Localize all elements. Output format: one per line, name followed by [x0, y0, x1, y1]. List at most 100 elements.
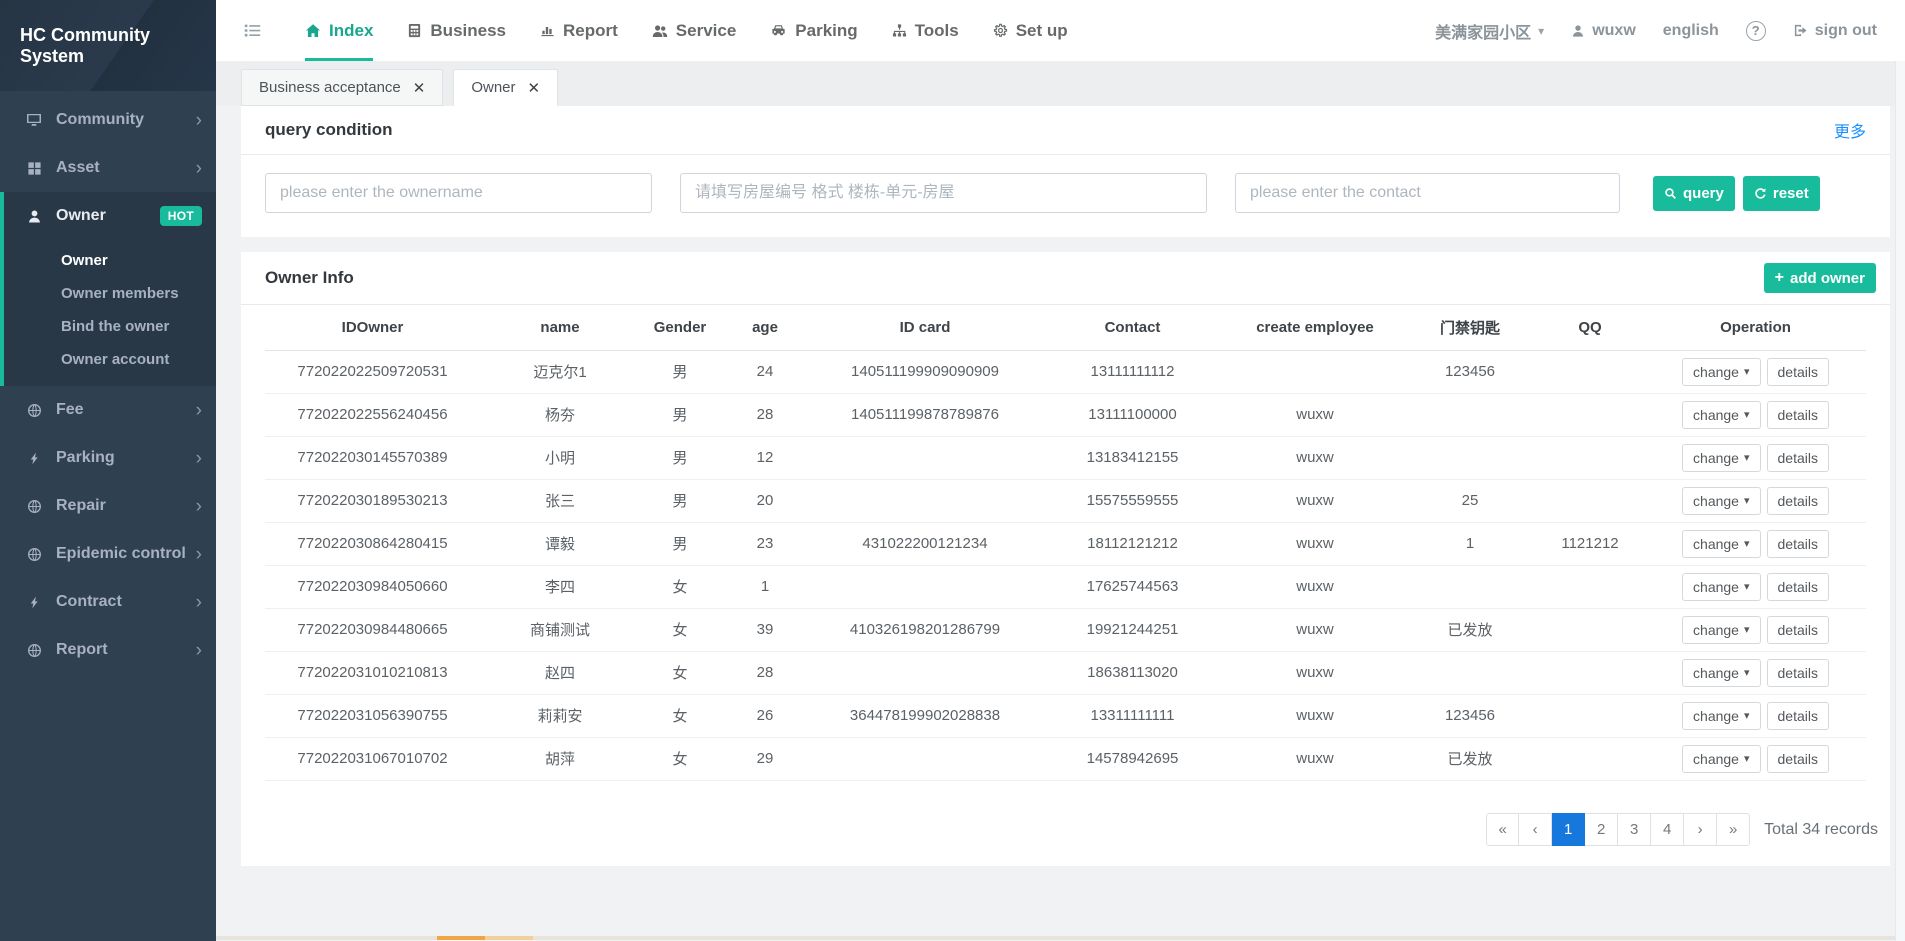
change-button[interactable]: change ▾ — [1682, 529, 1761, 558]
add-owner-label: add owner — [1789, 269, 1865, 287]
more-link[interactable]: 更多 — [1833, 124, 1866, 141]
details-button[interactable]: details — [1766, 572, 1829, 601]
sidebar-item-repair[interactable]: Repair › — [0, 482, 216, 530]
caret-down-icon: ▾ — [1743, 753, 1750, 765]
details-button[interactable]: details — [1766, 486, 1829, 515]
change-button[interactable]: change ▾ — [1682, 443, 1761, 472]
first-page-button[interactable]: « — [1486, 813, 1520, 846]
cell-operation: change ▾ details — [1645, 694, 1866, 738]
owner-table: IDOwner name Gender age ID card Contact create… — [265, 305, 1866, 781]
tab-business-acceptance[interactable]: Business acceptance ✕ — [241, 69, 444, 106]
details-button[interactable]: details — [1766, 744, 1829, 773]
cell-id-card: 140511199909090909 — [810, 350, 1040, 394]
ownername-input[interactable] — [265, 173, 652, 213]
topnav-item-label: Business — [430, 20, 506, 40]
last-page-button[interactable]: » — [1717, 813, 1751, 846]
user-menu[interactable]: wuxw — [1571, 22, 1636, 40]
details-button[interactable]: details — [1766, 400, 1829, 429]
sidebar-item-owner[interactable]: Owner HOT — [4, 192, 216, 240]
cell-id-card: 140511199878789876 — [810, 393, 1040, 437]
sidebar-item-epidemic-control[interactable]: Epidemic control › — [0, 530, 216, 578]
cell-name: 赵四 — [480, 651, 640, 695]
cell-qq — [1535, 479, 1645, 523]
change-button[interactable]: change ▾ — [1682, 357, 1761, 386]
topnav-item-business[interactable]: Business — [407, 0, 506, 61]
topnav-item-label: Index — [329, 20, 374, 40]
tab-close-icon[interactable]: ✕ — [412, 79, 426, 97]
change-button[interactable]: change ▾ — [1682, 400, 1761, 429]
column-header-door-key: 门禁钥匙 — [1405, 305, 1535, 351]
next-page-button[interactable]: › — [1684, 813, 1718, 846]
cell-door-key: 已发放 — [1405, 608, 1535, 652]
change-button[interactable]: change ▾ — [1682, 615, 1761, 644]
cell-idowner: 772022030189530213 — [265, 479, 480, 523]
sidebar-item-asset[interactable]: Asset › — [0, 144, 216, 192]
cell-contact: 19921244251 — [1040, 608, 1225, 652]
details-button[interactable]: details — [1766, 529, 1829, 558]
sidebar-item-fee[interactable]: Fee › — [0, 386, 216, 434]
globe-icon — [22, 499, 46, 514]
column-header-idowner: IDOwner — [265, 305, 480, 351]
query-button[interactable]: query — [1653, 175, 1735, 211]
change-button[interactable]: change ▾ — [1682, 744, 1761, 773]
horizontal-scrollbar-thumb[interactable] — [437, 936, 533, 940]
table-row: 772022031067010702 胡萍女 29 14578942695 wuxw 已发… — [265, 737, 1866, 781]
cell-create-employee: wuxw — [1225, 608, 1405, 652]
sidebar-item-contract[interactable]: Contract › — [0, 578, 216, 626]
signout-button[interactable]: sign out — [1793, 22, 1877, 40]
vertical-scrollbar[interactable] — [1895, 61, 1905, 941]
page-4-button[interactable]: 4 — [1651, 813, 1685, 846]
sidebar-group-fee: Fee › — [0, 386, 216, 434]
sidebar-item-community[interactable]: Community › — [0, 96, 216, 144]
sidebar-submenu: Owner Owner members Bind the owner Owner ac… — [4, 240, 216, 386]
page-1-button[interactable]: 1 — [1552, 813, 1586, 846]
change-button[interactable]: change ▾ — [1682, 658, 1761, 687]
topnav-item-tools[interactable]: Tools — [892, 0, 959, 61]
table-row: 772022031056390755 莉莉安女 26 3644781999020288… — [265, 694, 1866, 738]
prev-page-button[interactable]: ‹ — [1519, 813, 1553, 846]
details-button[interactable]: details — [1766, 701, 1829, 730]
tab-close-icon[interactable]: ✕ — [527, 79, 541, 97]
page-3-button[interactable]: 3 — [1618, 813, 1652, 846]
change-button[interactable]: change ▾ — [1682, 572, 1761, 601]
community-selector[interactable]: 美满家园小区 ▾ — [1435, 19, 1544, 43]
topnav-item-report[interactable]: Report — [540, 0, 618, 61]
sidebar-subitem-owner-account[interactable]: Owner account — [61, 351, 170, 368]
change-button[interactable]: change ▾ — [1682, 701, 1761, 730]
horizontal-scrollbar[interactable] — [216, 936, 1895, 940]
sidebar-item-report[interactable]: Report › — [0, 626, 216, 674]
topnav-item-parking[interactable]: Parking — [770, 0, 858, 61]
cell-idowner: 772022030984480665 — [265, 608, 480, 652]
contact-input[interactable] — [1235, 173, 1620, 213]
sidebar-item-parking[interactable]: Parking › — [0, 434, 216, 482]
signout-label: sign out — [1814, 21, 1877, 39]
house-number-input[interactable] — [680, 173, 1207, 213]
sidebar-group-epidemic-control: Epidemic control › — [0, 530, 216, 578]
sidebar-subitem-owner-members[interactable]: Owner members — [61, 285, 179, 302]
topnav-item-index[interactable]: Index — [305, 0, 374, 61]
sidebar-subitem-bind-the-owner[interactable]: Bind the owner — [61, 318, 170, 335]
cell-create-employee: wuxw — [1225, 694, 1405, 738]
reset-button[interactable]: reset — [1742, 175, 1820, 211]
cell-create-employee: wuxw — [1225, 651, 1405, 695]
owner-table-wrapper: IDOwner name Gender age ID card Contact create… — [241, 305, 1890, 781]
topnav-item-service[interactable]: Service — [652, 0, 736, 61]
cell-qq — [1535, 350, 1645, 394]
details-button[interactable]: details — [1766, 615, 1829, 644]
tab-owner[interactable]: Owner ✕ — [453, 69, 559, 106]
page-2-button[interactable]: 2 — [1585, 813, 1619, 846]
change-button[interactable]: change ▾ — [1682, 486, 1761, 515]
sidebar-group-parking: Parking › — [0, 434, 216, 482]
language-toggle[interactable]: english — [1662, 21, 1719, 39]
bolt-icon — [22, 596, 46, 609]
sidebar-subitem-owner[interactable]: Owner — [61, 252, 108, 269]
details-button[interactable]: details — [1766, 357, 1829, 386]
details-button[interactable]: details — [1766, 443, 1829, 472]
topnav-item-set-up[interactable]: Set up — [993, 0, 1068, 61]
reset-button-label: reset — [1772, 184, 1809, 202]
menu-toggle-icon[interactable] — [216, 0, 288, 61]
add-owner-button[interactable]: + add owner — [1763, 263, 1876, 293]
details-button[interactable]: details — [1766, 658, 1829, 687]
caret-down-icon: ▾ — [1743, 538, 1750, 550]
help-icon[interactable]: ? — [1745, 20, 1766, 41]
